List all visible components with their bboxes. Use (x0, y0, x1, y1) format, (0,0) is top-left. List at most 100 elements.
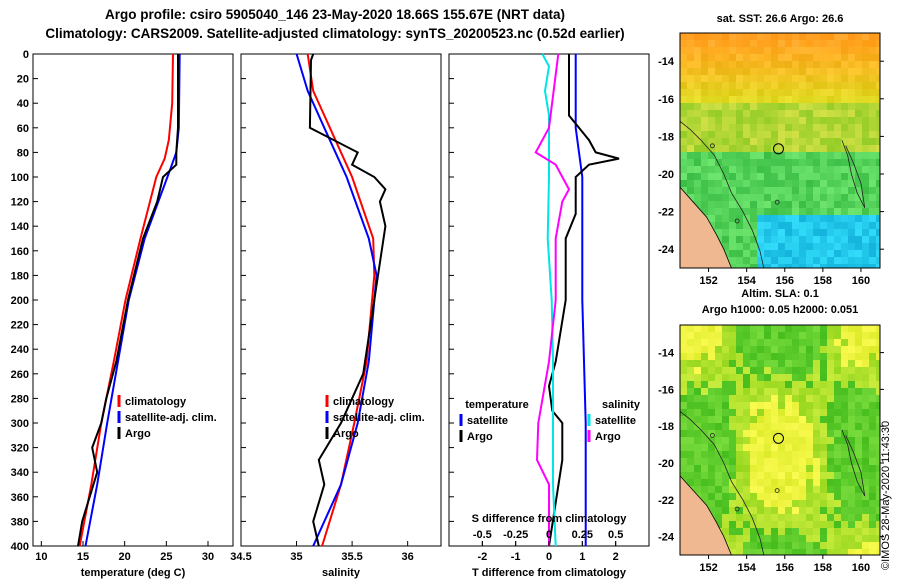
map-cell (708, 180, 715, 187)
map-cell (757, 145, 764, 152)
map-cell (694, 194, 701, 201)
map-cell (687, 68, 694, 75)
map-cell (841, 339, 848, 346)
map-cell (827, 535, 834, 542)
map-cell (687, 458, 694, 465)
map-cell (799, 222, 806, 229)
map-cell (799, 82, 806, 89)
map-cell (869, 367, 876, 374)
map-cell (785, 236, 792, 243)
map-cell (778, 479, 785, 486)
map-cell (715, 353, 722, 360)
map-cell (792, 40, 799, 47)
map-cell (806, 388, 813, 395)
map-cell (701, 367, 708, 374)
map-cell (757, 110, 764, 117)
map-cell (729, 166, 736, 173)
lon-tick-label: 158 (814, 562, 832, 574)
map-cell (869, 325, 876, 332)
depth-tick-label: 240 (11, 344, 29, 356)
map-cell (736, 215, 743, 222)
map-cell (813, 521, 820, 528)
map-cell (771, 507, 778, 514)
map-cell (820, 159, 827, 166)
map-cell (834, 110, 841, 117)
map-cell (778, 61, 785, 68)
map-cell (687, 353, 694, 360)
map-cell (764, 465, 771, 472)
map-cell (771, 528, 778, 535)
map-cell (778, 346, 785, 353)
map-cell (848, 528, 855, 535)
map-cell (757, 257, 764, 264)
map-cell (743, 374, 750, 381)
map-cell (715, 103, 722, 110)
map-cell (750, 173, 757, 180)
map-cell (806, 444, 813, 451)
map-cell (771, 236, 778, 243)
map-cell (841, 402, 848, 409)
map-cell (687, 381, 694, 388)
map-cell (771, 388, 778, 395)
map-cell (701, 458, 708, 465)
map-cell (841, 68, 848, 75)
map-cell (778, 264, 785, 268)
map-cell (757, 75, 764, 82)
map-cell (792, 409, 799, 416)
map-cell (792, 514, 799, 521)
map-cell (855, 514, 862, 521)
map-cell (848, 360, 855, 367)
map-cell (701, 479, 708, 486)
map-cell (729, 222, 736, 229)
map-cell (715, 444, 722, 451)
map-cell (715, 152, 722, 159)
map-cell (827, 47, 834, 54)
map-cell (806, 110, 813, 117)
map-cell (841, 395, 848, 402)
map-cell (687, 374, 694, 381)
map-cell (708, 339, 715, 346)
map-cell (855, 402, 862, 409)
map-cell (792, 542, 799, 549)
map-cell (722, 409, 729, 416)
map-cell (813, 250, 820, 257)
map-cell (869, 40, 876, 47)
map-cell (701, 381, 708, 388)
map-cell (771, 402, 778, 409)
map-cell (771, 229, 778, 236)
map-cell (813, 257, 820, 264)
map-cell (680, 187, 687, 194)
map-cell (715, 82, 722, 89)
map-cell (799, 201, 806, 208)
map-cell (750, 388, 757, 395)
map-cell (806, 339, 813, 346)
map-cell (848, 208, 855, 215)
map-cell (799, 458, 806, 465)
map-cell (813, 416, 820, 423)
map-cell (841, 138, 848, 145)
map-cell (778, 222, 785, 229)
map-cell (771, 187, 778, 194)
map-cell (834, 472, 841, 479)
map-cell (701, 75, 708, 82)
map-cell (834, 47, 841, 54)
map-cell (806, 75, 813, 82)
map-cell (848, 542, 855, 549)
map-cell (876, 353, 880, 360)
map-cell (750, 166, 757, 173)
map-cell (708, 131, 715, 138)
map-cell (778, 388, 785, 395)
map-cell (743, 507, 750, 514)
map-cell (806, 346, 813, 353)
map-cell (736, 472, 743, 479)
map-cell (694, 465, 701, 472)
map-cell (687, 173, 694, 180)
map-cell (778, 180, 785, 187)
map-cell (708, 194, 715, 201)
map-cell (729, 180, 736, 187)
map-cell (764, 236, 771, 243)
map-cell (813, 325, 820, 332)
map-cell (799, 437, 806, 444)
map-cell (729, 458, 736, 465)
island-marker (734, 218, 740, 224)
